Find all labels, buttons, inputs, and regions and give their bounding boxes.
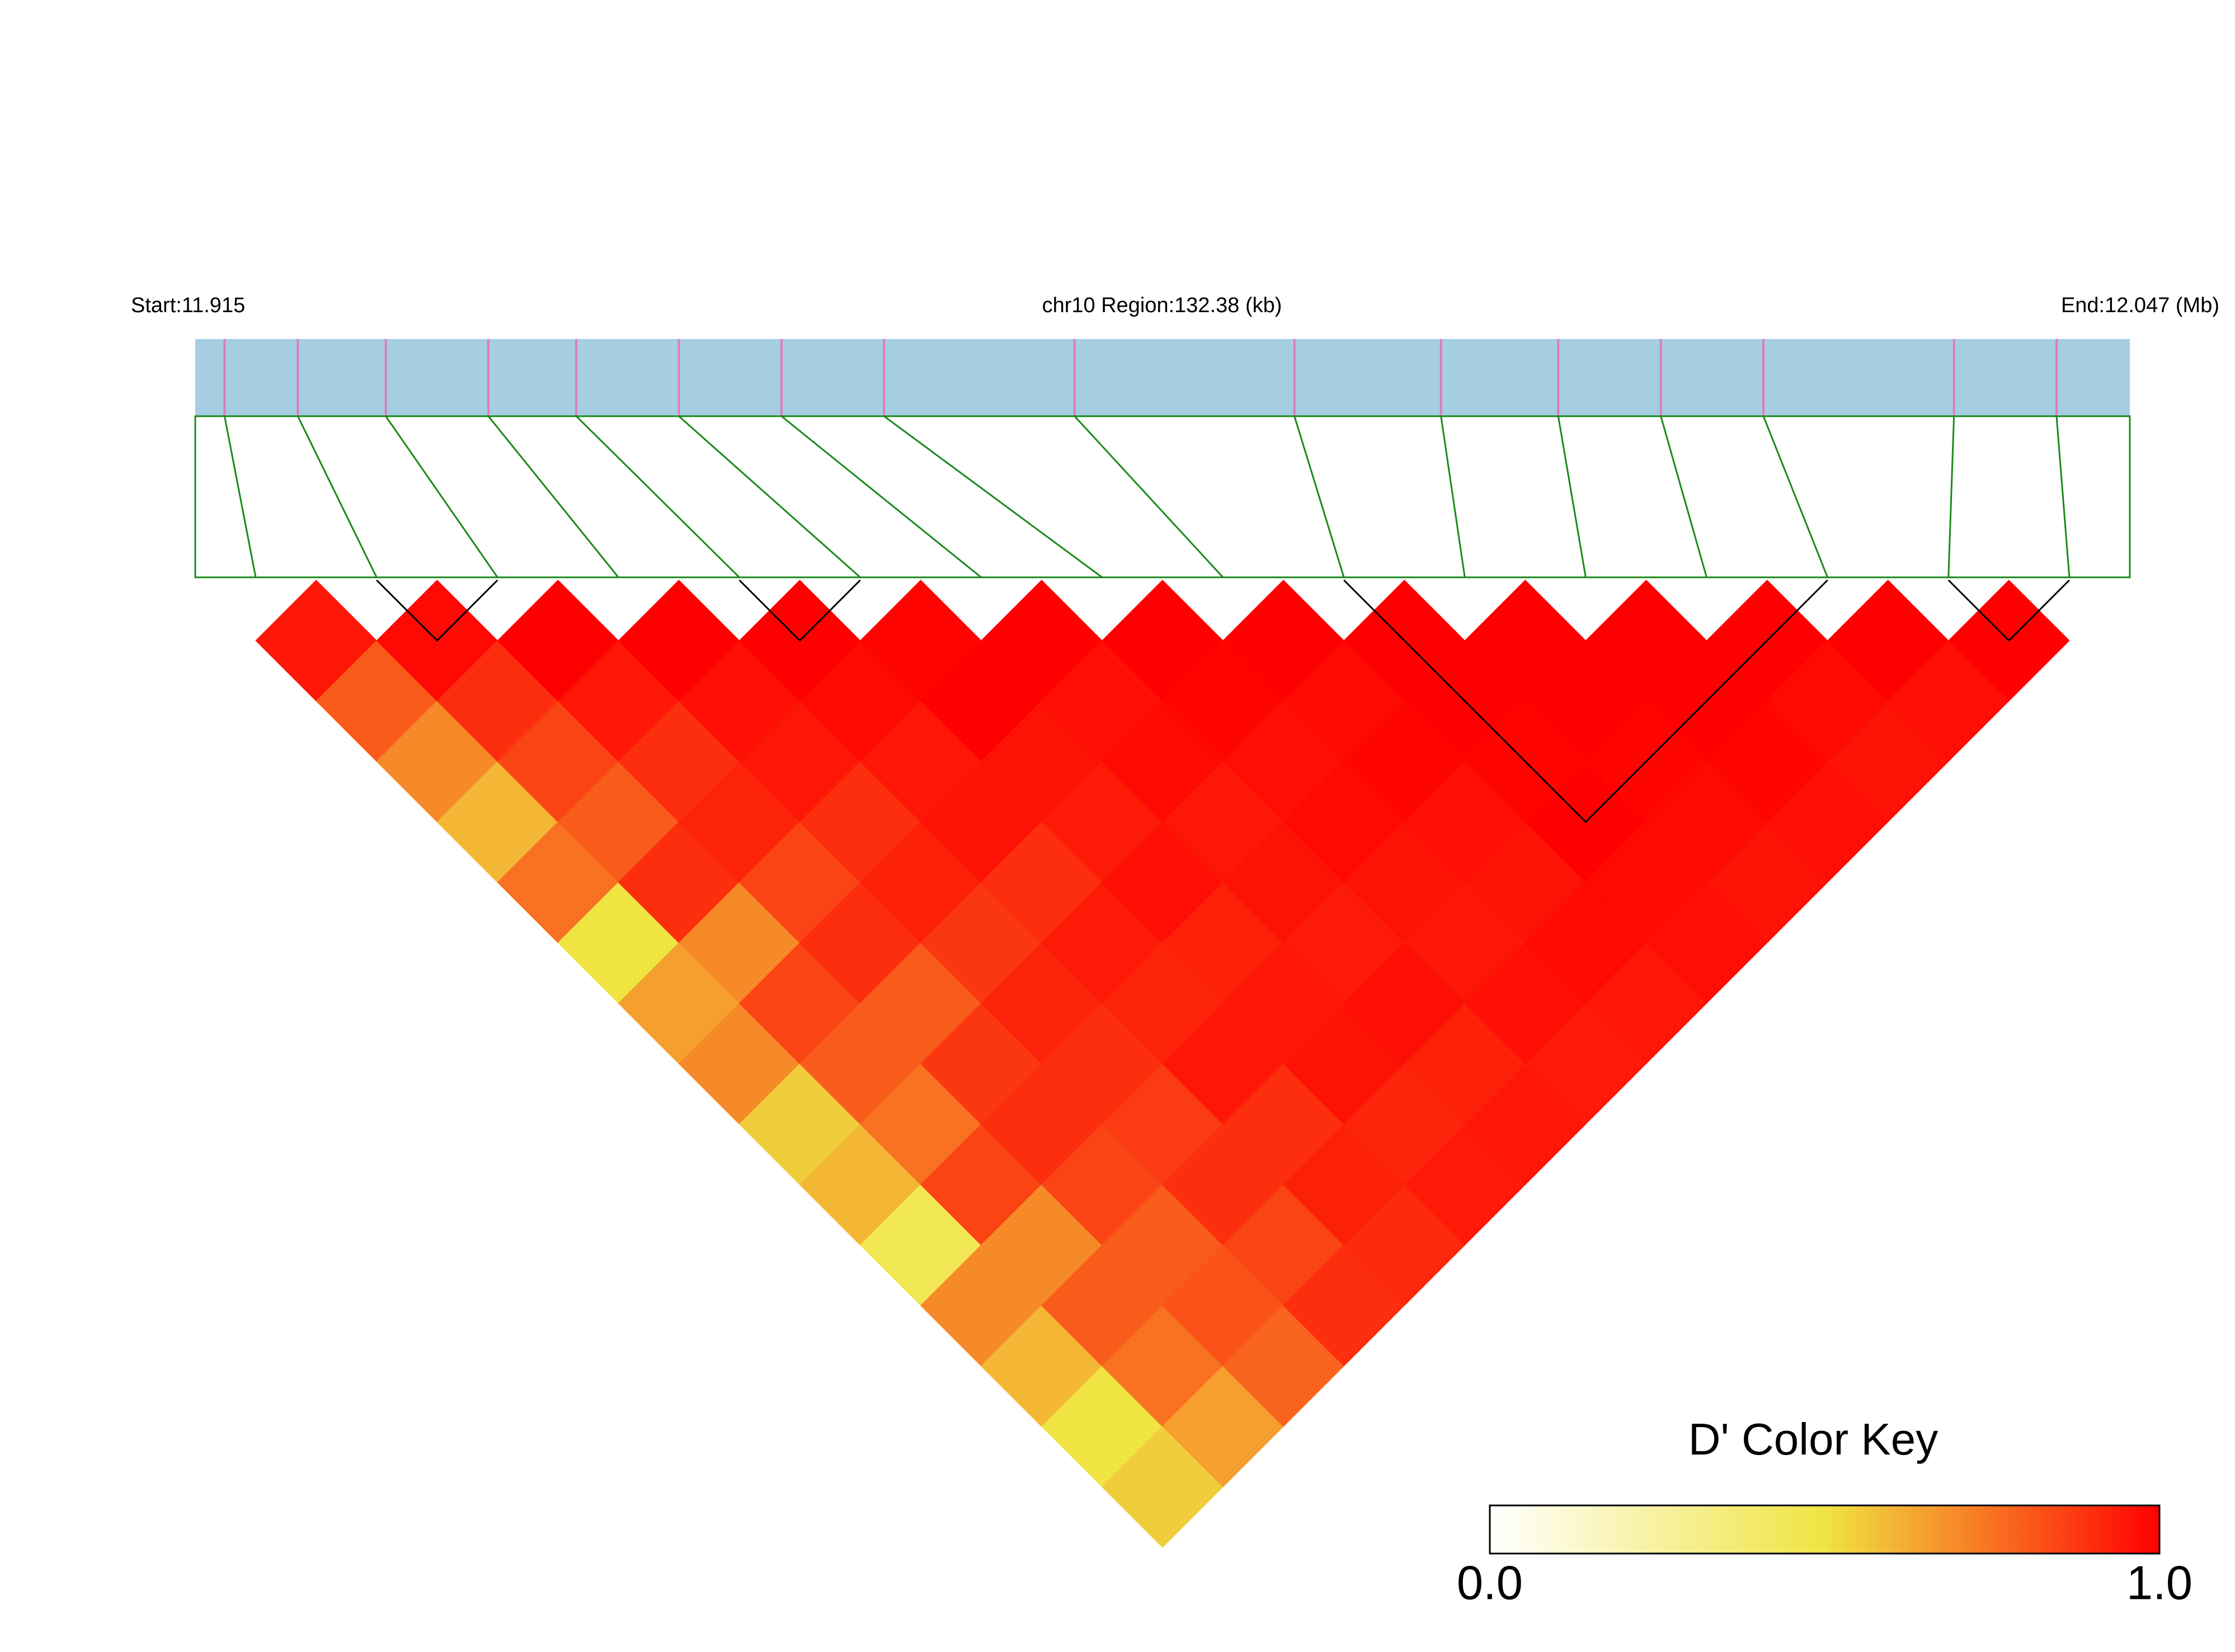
snp-link [1947,416,1955,578]
snp-link [223,416,257,578]
region-label: chr10 Region:132.38 (kb) [1042,294,1282,317]
key-tick-label: 0.0 [1457,1556,1523,1609]
snp-link [1074,415,1224,578]
key-title: D' Color Key [1688,1414,1938,1464]
key-tick-label: 1.0 [2126,1556,2192,1609]
snp-bar [195,339,2130,416]
snp-link [297,416,378,578]
ld-block [1343,579,1828,823]
snp-link [780,415,982,578]
snp-link [385,416,498,578]
snp-link [1762,416,1829,578]
snp-link [2055,416,2071,578]
snp-link [1660,416,1708,578]
snp-link [576,415,740,578]
snp-link [1293,416,1345,578]
snp-link [487,416,619,578]
ld-block [376,579,498,642]
start-label: Start:11.915 [131,294,245,317]
ld-block [1947,579,2070,642]
snp-link [1557,416,1587,578]
snp-link [883,415,1103,578]
snp-link [1440,416,1466,578]
link-frame [194,415,2131,578]
color-key [1489,1504,2161,1555]
snp-link [678,415,861,578]
end-label: End:12.047 (Mb) [2061,294,2219,317]
ld-block [738,579,861,642]
